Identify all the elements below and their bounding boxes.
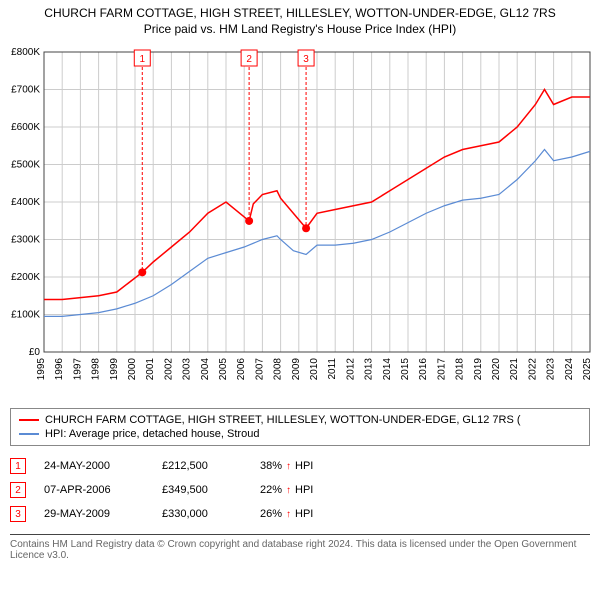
arrow-up-icon: ↑ bbox=[286, 485, 291, 496]
legend-row: HPI: Average price, detached house, Stro… bbox=[19, 427, 581, 441]
legend-label: HPI: Average price, detached house, Stro… bbox=[45, 428, 259, 440]
svg-text:2021: 2021 bbox=[509, 358, 520, 381]
footer-attribution: Contains HM Land Registry data © Crown c… bbox=[10, 534, 590, 561]
svg-text:2019: 2019 bbox=[473, 358, 484, 381]
svg-text:2022: 2022 bbox=[527, 358, 538, 381]
svg-text:2013: 2013 bbox=[364, 358, 375, 381]
svg-text:£0: £0 bbox=[29, 347, 41, 358]
svg-text:2011: 2011 bbox=[327, 358, 338, 380]
legend-label: CHURCH FARM COTTAGE, HIGH STREET, HILLES… bbox=[45, 414, 521, 426]
event-pct: 38%↑HPI bbox=[260, 460, 313, 472]
svg-text:1998: 1998 bbox=[91, 358, 102, 381]
event-date: 24-MAY-2000 bbox=[44, 460, 144, 472]
svg-text:2023: 2023 bbox=[546, 358, 557, 381]
svg-text:£400K: £400K bbox=[11, 197, 40, 208]
legend-swatch bbox=[19, 419, 39, 421]
svg-text:£500K: £500K bbox=[11, 160, 40, 171]
chart: £0 £100K £200K £300K £400K £500K £600K £700K £80… bbox=[0, 42, 600, 402]
svg-text:2004: 2004 bbox=[200, 358, 211, 381]
svg-text:2018: 2018 bbox=[455, 358, 466, 381]
legend-row: CHURCH FARM COTTAGE, HIGH STREET, HILLES… bbox=[19, 413, 581, 427]
events-table: 1 24-MAY-2000 £212,500 38%↑HPI 2 07-APR-2006 £… bbox=[10, 454, 590, 526]
svg-text:1: 1 bbox=[139, 54, 145, 65]
event-date: 29-MAY-2009 bbox=[44, 508, 144, 520]
svg-text:2017: 2017 bbox=[436, 358, 447, 381]
event-marker-icon: 2 bbox=[10, 482, 26, 498]
svg-text:2: 2 bbox=[246, 54, 252, 65]
legend-swatch bbox=[19, 433, 39, 435]
svg-text:1996: 1996 bbox=[54, 358, 65, 381]
svg-text:2008: 2008 bbox=[273, 358, 284, 381]
svg-text:£800K: £800K bbox=[11, 47, 40, 58]
svg-text:1999: 1999 bbox=[109, 358, 120, 381]
svg-text:2014: 2014 bbox=[382, 358, 393, 381]
svg-text:2020: 2020 bbox=[491, 358, 502, 381]
event-marker-icon: 3 bbox=[10, 506, 26, 522]
event-price: £330,000 bbox=[162, 508, 242, 520]
svg-text:1995: 1995 bbox=[36, 358, 47, 381]
svg-text:2007: 2007 bbox=[254, 358, 265, 381]
svg-text:£200K: £200K bbox=[11, 272, 40, 283]
svg-text:2024: 2024 bbox=[564, 358, 575, 381]
svg-text:2005: 2005 bbox=[218, 358, 229, 381]
chart-title-line1: CHURCH FARM COTTAGE, HIGH STREET, HILLES… bbox=[0, 0, 600, 20]
svg-text:2006: 2006 bbox=[236, 358, 247, 381]
svg-text:2002: 2002 bbox=[163, 358, 174, 381]
event-row: 3 29-MAY-2009 £330,000 26%↑HPI bbox=[10, 502, 590, 526]
legend: CHURCH FARM COTTAGE, HIGH STREET, HILLES… bbox=[10, 408, 590, 446]
event-row: 2 07-APR-2006 £349,500 22%↑HPI bbox=[10, 478, 590, 502]
svg-text:2001: 2001 bbox=[145, 358, 156, 381]
svg-text:2000: 2000 bbox=[127, 358, 138, 381]
event-date: 07-APR-2006 bbox=[44, 484, 144, 496]
arrow-up-icon: ↑ bbox=[286, 509, 291, 520]
event-pct: 22%↑HPI bbox=[260, 484, 313, 496]
event-row: 1 24-MAY-2000 £212,500 38%↑HPI bbox=[10, 454, 590, 478]
event-marker-icon: 1 bbox=[10, 458, 26, 474]
svg-text:£600K: £600K bbox=[11, 122, 40, 133]
chart-svg: £0 £100K £200K £300K £400K £500K £600K £700K £80… bbox=[0, 42, 600, 402]
svg-text:2025: 2025 bbox=[582, 358, 593, 381]
svg-text:3: 3 bbox=[303, 54, 309, 65]
svg-text:2010: 2010 bbox=[309, 358, 320, 381]
event-price: £212,500 bbox=[162, 460, 242, 472]
event-price: £349,500 bbox=[162, 484, 242, 496]
svg-text:2016: 2016 bbox=[418, 358, 429, 381]
event-pct: 26%↑HPI bbox=[260, 508, 313, 520]
svg-text:£100K: £100K bbox=[11, 310, 40, 321]
svg-text:1997: 1997 bbox=[72, 358, 83, 381]
svg-text:2015: 2015 bbox=[400, 358, 411, 381]
svg-text:2003: 2003 bbox=[182, 358, 193, 381]
svg-text:2009: 2009 bbox=[291, 358, 302, 381]
arrow-up-icon: ↑ bbox=[286, 461, 291, 472]
svg-text:2012: 2012 bbox=[345, 358, 356, 381]
svg-text:£700K: £700K bbox=[11, 85, 40, 96]
chart-title-line2: Price paid vs. HM Land Registry's House … bbox=[0, 20, 600, 36]
svg-text:£300K: £300K bbox=[11, 235, 40, 246]
